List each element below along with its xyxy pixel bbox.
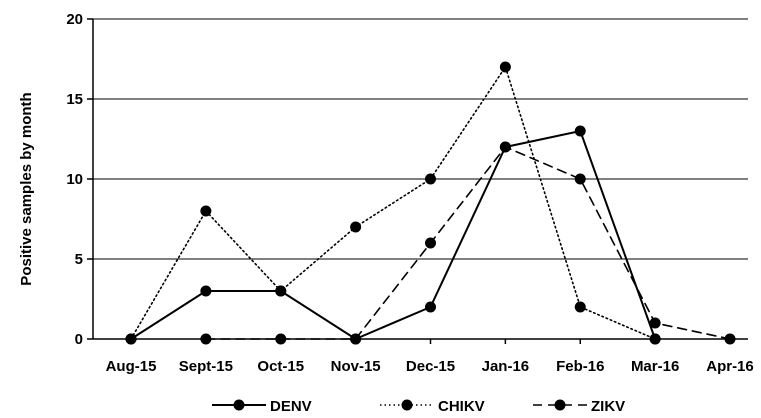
data-point-denv (574, 125, 586, 137)
x-tick-labels: Aug-15 Sept-15 Oct-15 Nov-15 Dec-15 Jan-16 Feb… (106, 358, 754, 375)
data-point-zikv (649, 317, 661, 329)
y-tick-label: 5 (75, 251, 83, 268)
x-tick-label: Sept-15 (179, 358, 233, 375)
data-point-chikv (425, 173, 436, 185)
data-point-zikv (275, 333, 287, 345)
x-tick-label: Jan-16 (482, 358, 530, 375)
series-line-zikv (205, 146, 731, 340)
data-point-denv (425, 301, 436, 313)
series (125, 61, 736, 345)
legend-item-denv: DENV (212, 398, 312, 415)
x-tick-label: Oct-15 (257, 358, 304, 375)
data-point-zikv (499, 141, 511, 153)
data-point-chikv (649, 333, 661, 345)
data-point-chikv (200, 205, 212, 217)
legend-item-chikv: CHIKV (380, 398, 485, 415)
y-tick-labels: 0 5 10 15 20 (66, 11, 83, 348)
y-tick-label: 15 (66, 91, 83, 108)
legend-swatch-marker (554, 399, 566, 411)
x-tick-label: Feb-16 (556, 358, 604, 375)
legend-swatch-marker (233, 399, 245, 411)
legend: DENV CHIKV ZIKV (212, 398, 625, 415)
legend-label: CHIKV (438, 398, 485, 415)
data-point-chikv (275, 285, 287, 297)
x-tick-label: Dec-15 (406, 358, 455, 375)
data-point-chikv (574, 301, 586, 313)
y-tick-label: 10 (66, 171, 83, 188)
legend-swatch-marker (401, 399, 413, 411)
data-point-zikv (724, 333, 736, 345)
data-point-chikv (125, 333, 137, 345)
y-axis-title: Positive samples by month (18, 92, 35, 285)
data-point-zikv (425, 237, 436, 249)
data-point-denv (200, 285, 212, 297)
data-point-zikv (574, 173, 586, 185)
legend-label: DENV (270, 398, 312, 415)
y-tick-label: 0 (75, 331, 83, 348)
grid-lines (93, 18, 748, 260)
data-point-zikv (200, 333, 212, 345)
data-point-chikv (499, 61, 511, 73)
series-zikv (200, 141, 736, 345)
series-chikv (125, 61, 661, 345)
y-tick-label: 20 (66, 11, 83, 28)
data-point-zikv (350, 333, 362, 345)
data-point-chikv (350, 221, 362, 233)
series-line-denv (130, 129, 657, 341)
x-tick-label: Mar-16 (631, 358, 679, 375)
axes (87, 18, 748, 344)
x-tick-label: Aug-15 (106, 358, 157, 375)
x-tick-label: Nov-15 (331, 358, 381, 375)
x-tick-label: Apr-16 (706, 358, 754, 375)
series-line-chikv (130, 65, 656, 340)
legend-item-zikv: ZIKV (533, 398, 625, 415)
legend-label: ZIKV (591, 398, 625, 415)
